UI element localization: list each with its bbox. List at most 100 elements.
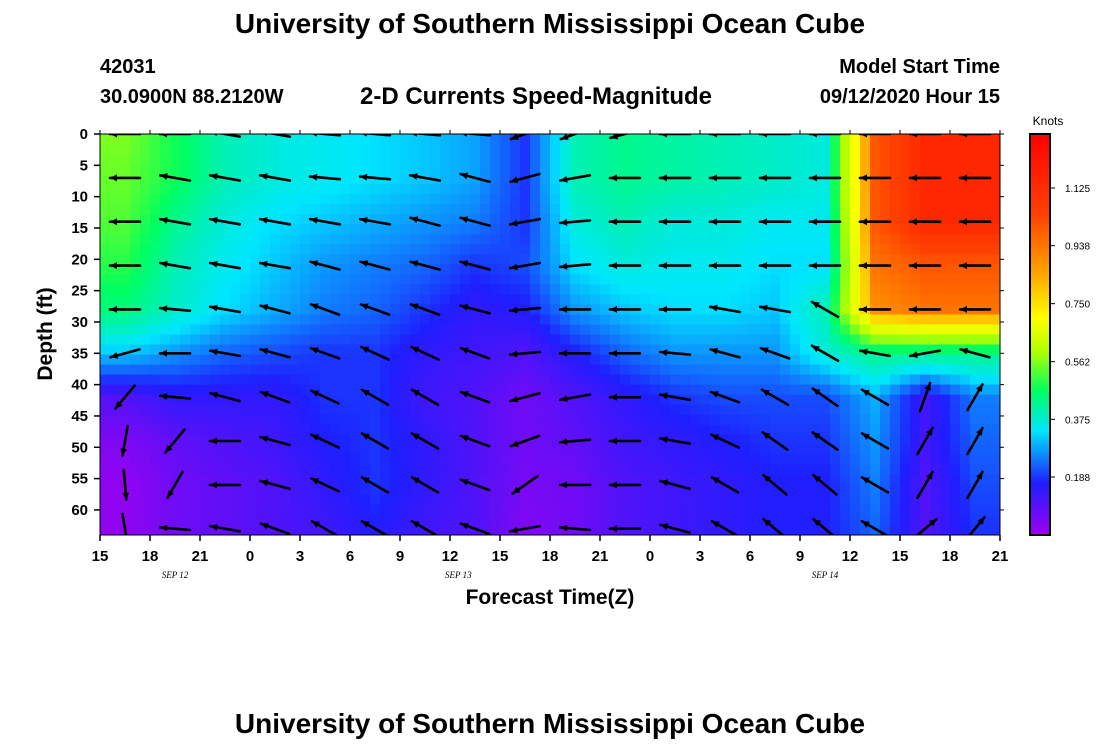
heat-cell: [720, 494, 731, 506]
heat-cell: [800, 524, 811, 535]
heat-cell: [360, 244, 371, 255]
heat-cell: [290, 294, 301, 306]
heat-cell: [800, 404, 811, 416]
heat-cell: [330, 524, 341, 535]
heat-cell: [850, 284, 861, 296]
heat-cell: [850, 304, 861, 316]
heat-cell: [370, 344, 381, 356]
heat-cell: [210, 474, 221, 486]
current-arrow: [558, 174, 592, 183]
heat-cell: [350, 254, 361, 265]
heat-cell: [200, 144, 211, 155]
heat-cell: [220, 424, 231, 436]
heat-cell: [950, 324, 961, 336]
heat-cell: [650, 454, 661, 466]
heat-cell: [820, 244, 831, 255]
current-arrow: [761, 431, 789, 451]
heat-cell: [900, 424, 911, 436]
heat-cell: [320, 264, 331, 275]
heat-cell: [670, 264, 681, 275]
heat-cell: [870, 174, 881, 185]
heat-cell: [470, 444, 481, 456]
heat-cell: [470, 514, 481, 526]
heat-cell: [450, 224, 461, 235]
heat-cell: [100, 264, 111, 275]
heat-cell: [210, 414, 221, 426]
heat-cell: [390, 284, 401, 296]
heat-cell: [990, 174, 1000, 185]
heat-cell: [390, 434, 401, 446]
heat-cell: [680, 504, 691, 516]
heat-cell: [910, 394, 921, 406]
heat-cell: [980, 214, 991, 225]
heat-cell: [550, 414, 561, 426]
heat-cell: [760, 414, 771, 426]
heat-cell: [390, 294, 401, 306]
heat-cell: [270, 184, 281, 195]
heat-cell: [370, 394, 381, 406]
heat-cell: [490, 264, 501, 275]
heat-cell: [860, 254, 871, 265]
heat-cell: [930, 344, 941, 356]
heat-cell: [490, 254, 501, 265]
y-tick-label: 10: [71, 189, 88, 206]
heat-cell: [290, 374, 301, 386]
heat-cell: [510, 344, 521, 356]
heat-cell: [590, 394, 601, 406]
heat-cell: [380, 394, 391, 406]
current-arrow: [608, 262, 642, 270]
heat-cell: [240, 204, 251, 215]
heat-cell: [800, 504, 811, 516]
heat-cell: [110, 384, 121, 396]
heat-cell: [960, 384, 971, 396]
heat-cell: [270, 334, 281, 346]
heat-cell: [990, 514, 1000, 526]
heat-cell: [270, 144, 281, 155]
heat-cell: [330, 374, 341, 386]
heat-cell: [890, 294, 901, 306]
heat-cell: [490, 274, 501, 285]
heat-cell: [890, 154, 901, 165]
heat-cell: [220, 414, 231, 426]
heat-cell: [530, 344, 541, 356]
heat-cell: [900, 374, 911, 386]
heat-cell: [840, 424, 851, 436]
heat-cell: [620, 224, 631, 235]
heat-cell: [820, 264, 831, 275]
current-arrow: [310, 134, 342, 137]
heat-cell: [920, 134, 931, 145]
heat-cell: [380, 364, 391, 376]
heat-cell: [830, 384, 841, 396]
heat-cell: [400, 254, 411, 265]
heat-cell: [280, 354, 291, 366]
heat-cell: [230, 314, 241, 326]
heat-cell: [190, 274, 201, 285]
heat-cell: [450, 454, 461, 466]
heat-cell: [550, 434, 561, 446]
heat-cell: [600, 384, 611, 396]
heat-cell: [430, 344, 441, 356]
heat-cell: [580, 484, 591, 496]
heat-cell: [440, 454, 451, 466]
heat-cell: [350, 494, 361, 506]
heat-cell: [670, 414, 681, 426]
heat-cell: [860, 294, 871, 306]
x-tick-label: 6: [746, 548, 754, 565]
heat-cell: [340, 154, 351, 165]
heat-cell: [990, 404, 1000, 416]
heat-cell: [110, 514, 121, 526]
heat-cell: [280, 364, 291, 376]
heat-cell: [390, 194, 401, 205]
heat-cell: [350, 204, 361, 215]
heat-cell: [300, 474, 311, 486]
heat-cell: [470, 184, 481, 195]
heat-cell: [670, 194, 681, 205]
current-arrow: [858, 174, 892, 182]
heat-cell: [680, 224, 691, 235]
heat-cell: [910, 474, 921, 486]
heat-cell: [860, 504, 871, 516]
heat-cell: [680, 404, 691, 416]
heat-cell: [920, 294, 931, 306]
current-arrow: [759, 346, 791, 360]
heat-cell: [250, 384, 261, 396]
